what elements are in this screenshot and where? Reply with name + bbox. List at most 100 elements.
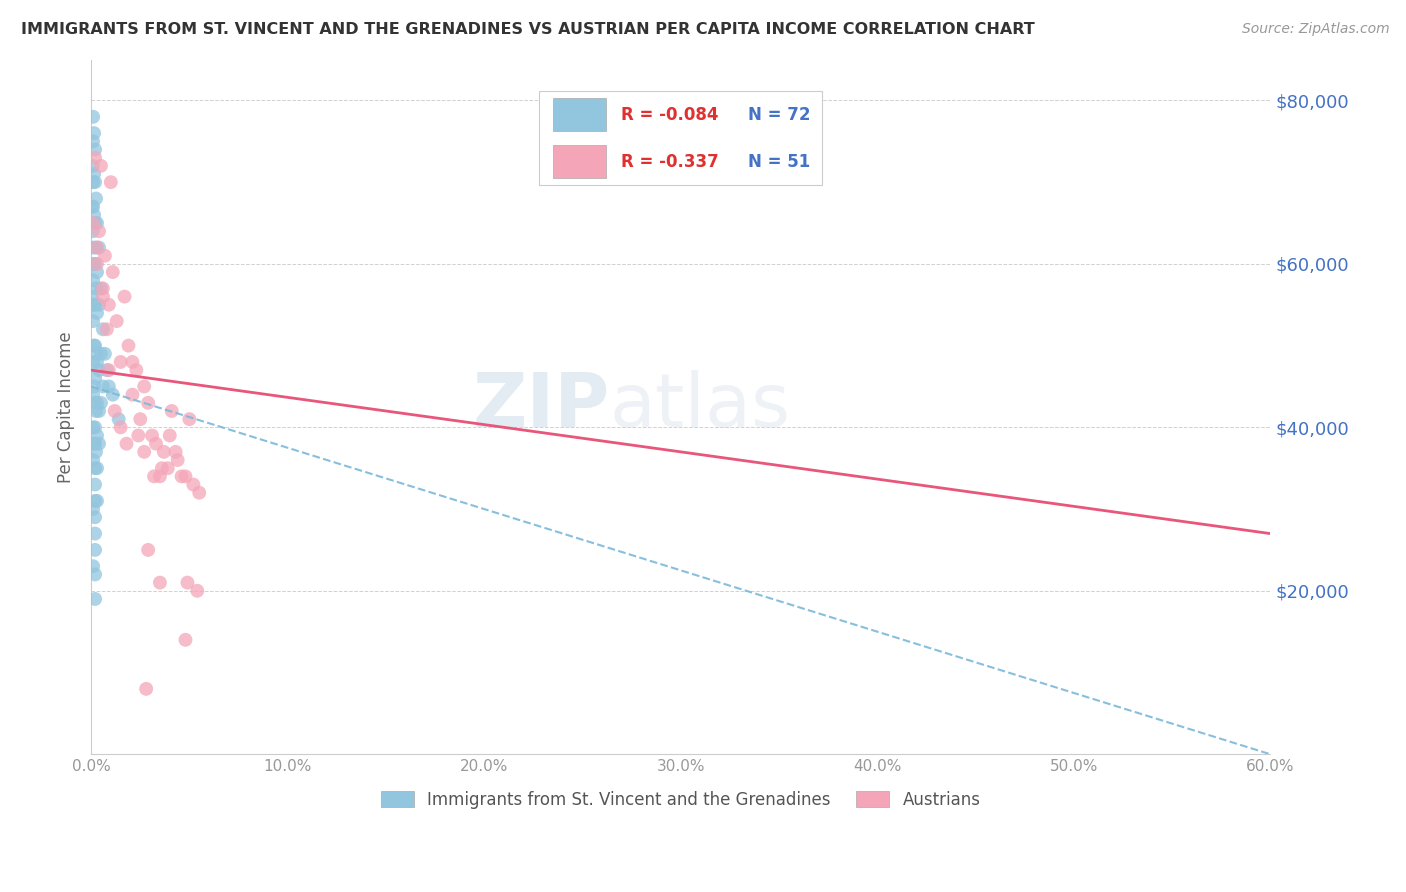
Point [82,159,104,173]
Point [159,428,181,442]
Point [84,542,107,557]
Point [82,289,104,303]
Point [91,281,114,295]
Point [97,379,120,393]
Point [84,591,107,606]
Point [84,461,107,475]
Point [83,298,105,312]
Point [84,445,107,459]
Point [100,175,122,189]
Point [82,224,104,238]
Point [134,445,156,459]
Point [82,216,104,230]
Text: N = 51: N = 51 [748,153,810,170]
Text: R = -0.337: R = -0.337 [620,153,718,170]
Point [121,387,143,401]
Point [96,322,118,336]
Point [86,355,108,369]
Point [174,632,197,647]
Point [83,257,105,271]
FancyBboxPatch shape [554,98,606,131]
Point [101,387,124,401]
Point [141,428,163,442]
Point [84,338,107,352]
Text: R = -0.084: R = -0.084 [620,106,718,124]
Point [82,420,104,434]
Point [166,453,188,467]
Point [149,575,172,590]
Point [170,469,193,483]
Point [143,469,166,483]
Point [86,494,108,508]
Point [82,314,104,328]
Point [84,257,107,271]
Point [86,306,108,320]
Point [84,494,107,508]
Point [84,241,107,255]
Point [84,192,107,206]
Point [84,526,107,541]
Point [97,363,120,377]
Point [174,469,197,483]
Point [127,428,149,442]
Point [82,355,104,369]
Point [104,404,127,418]
Point [84,396,107,410]
Point [156,461,179,475]
Point [82,241,104,255]
Point [84,298,107,312]
Point [84,175,107,189]
Point [84,436,107,450]
Point [87,241,110,255]
Point [110,355,132,369]
Point [114,289,136,303]
Point [150,461,173,475]
Point [117,338,139,352]
Point [84,404,107,418]
Point [86,461,108,475]
Point [91,322,114,336]
Text: atlas: atlas [610,370,792,443]
Y-axis label: Per Capita Income: Per Capita Income [58,331,75,483]
Point [86,216,108,230]
Point [135,681,157,696]
Point [186,583,208,598]
Point [83,167,105,181]
Point [160,404,183,418]
Point [82,200,104,214]
Point [90,347,112,361]
Point [84,371,107,385]
Point [125,363,148,377]
Point [179,412,201,426]
Point [86,396,108,410]
Point [97,298,120,312]
Point [105,314,128,328]
Point [84,151,107,165]
Point [90,396,112,410]
Point [115,436,138,450]
Point [129,412,152,426]
Point [96,363,118,377]
Point [84,567,107,582]
Point [82,387,104,401]
Point [94,347,117,361]
Point [82,453,104,467]
Point [82,502,104,516]
Point [82,200,104,214]
Point [87,404,110,418]
Point [82,559,104,574]
Point [84,510,107,524]
Point [107,412,129,426]
Point [83,208,105,222]
Text: ZIP: ZIP [472,370,610,443]
Point [86,241,108,255]
Text: IMMIGRANTS FROM ST. VINCENT AND THE GRENADINES VS AUSTRIAN PER CAPITA INCOME COR: IMMIGRANTS FROM ST. VINCENT AND THE GREN… [21,22,1035,37]
Point [86,265,108,279]
Point [82,110,104,124]
Point [87,363,110,377]
Point [86,257,108,271]
Point [82,175,104,189]
Point [83,126,105,140]
Point [84,281,107,295]
Point [136,542,159,557]
